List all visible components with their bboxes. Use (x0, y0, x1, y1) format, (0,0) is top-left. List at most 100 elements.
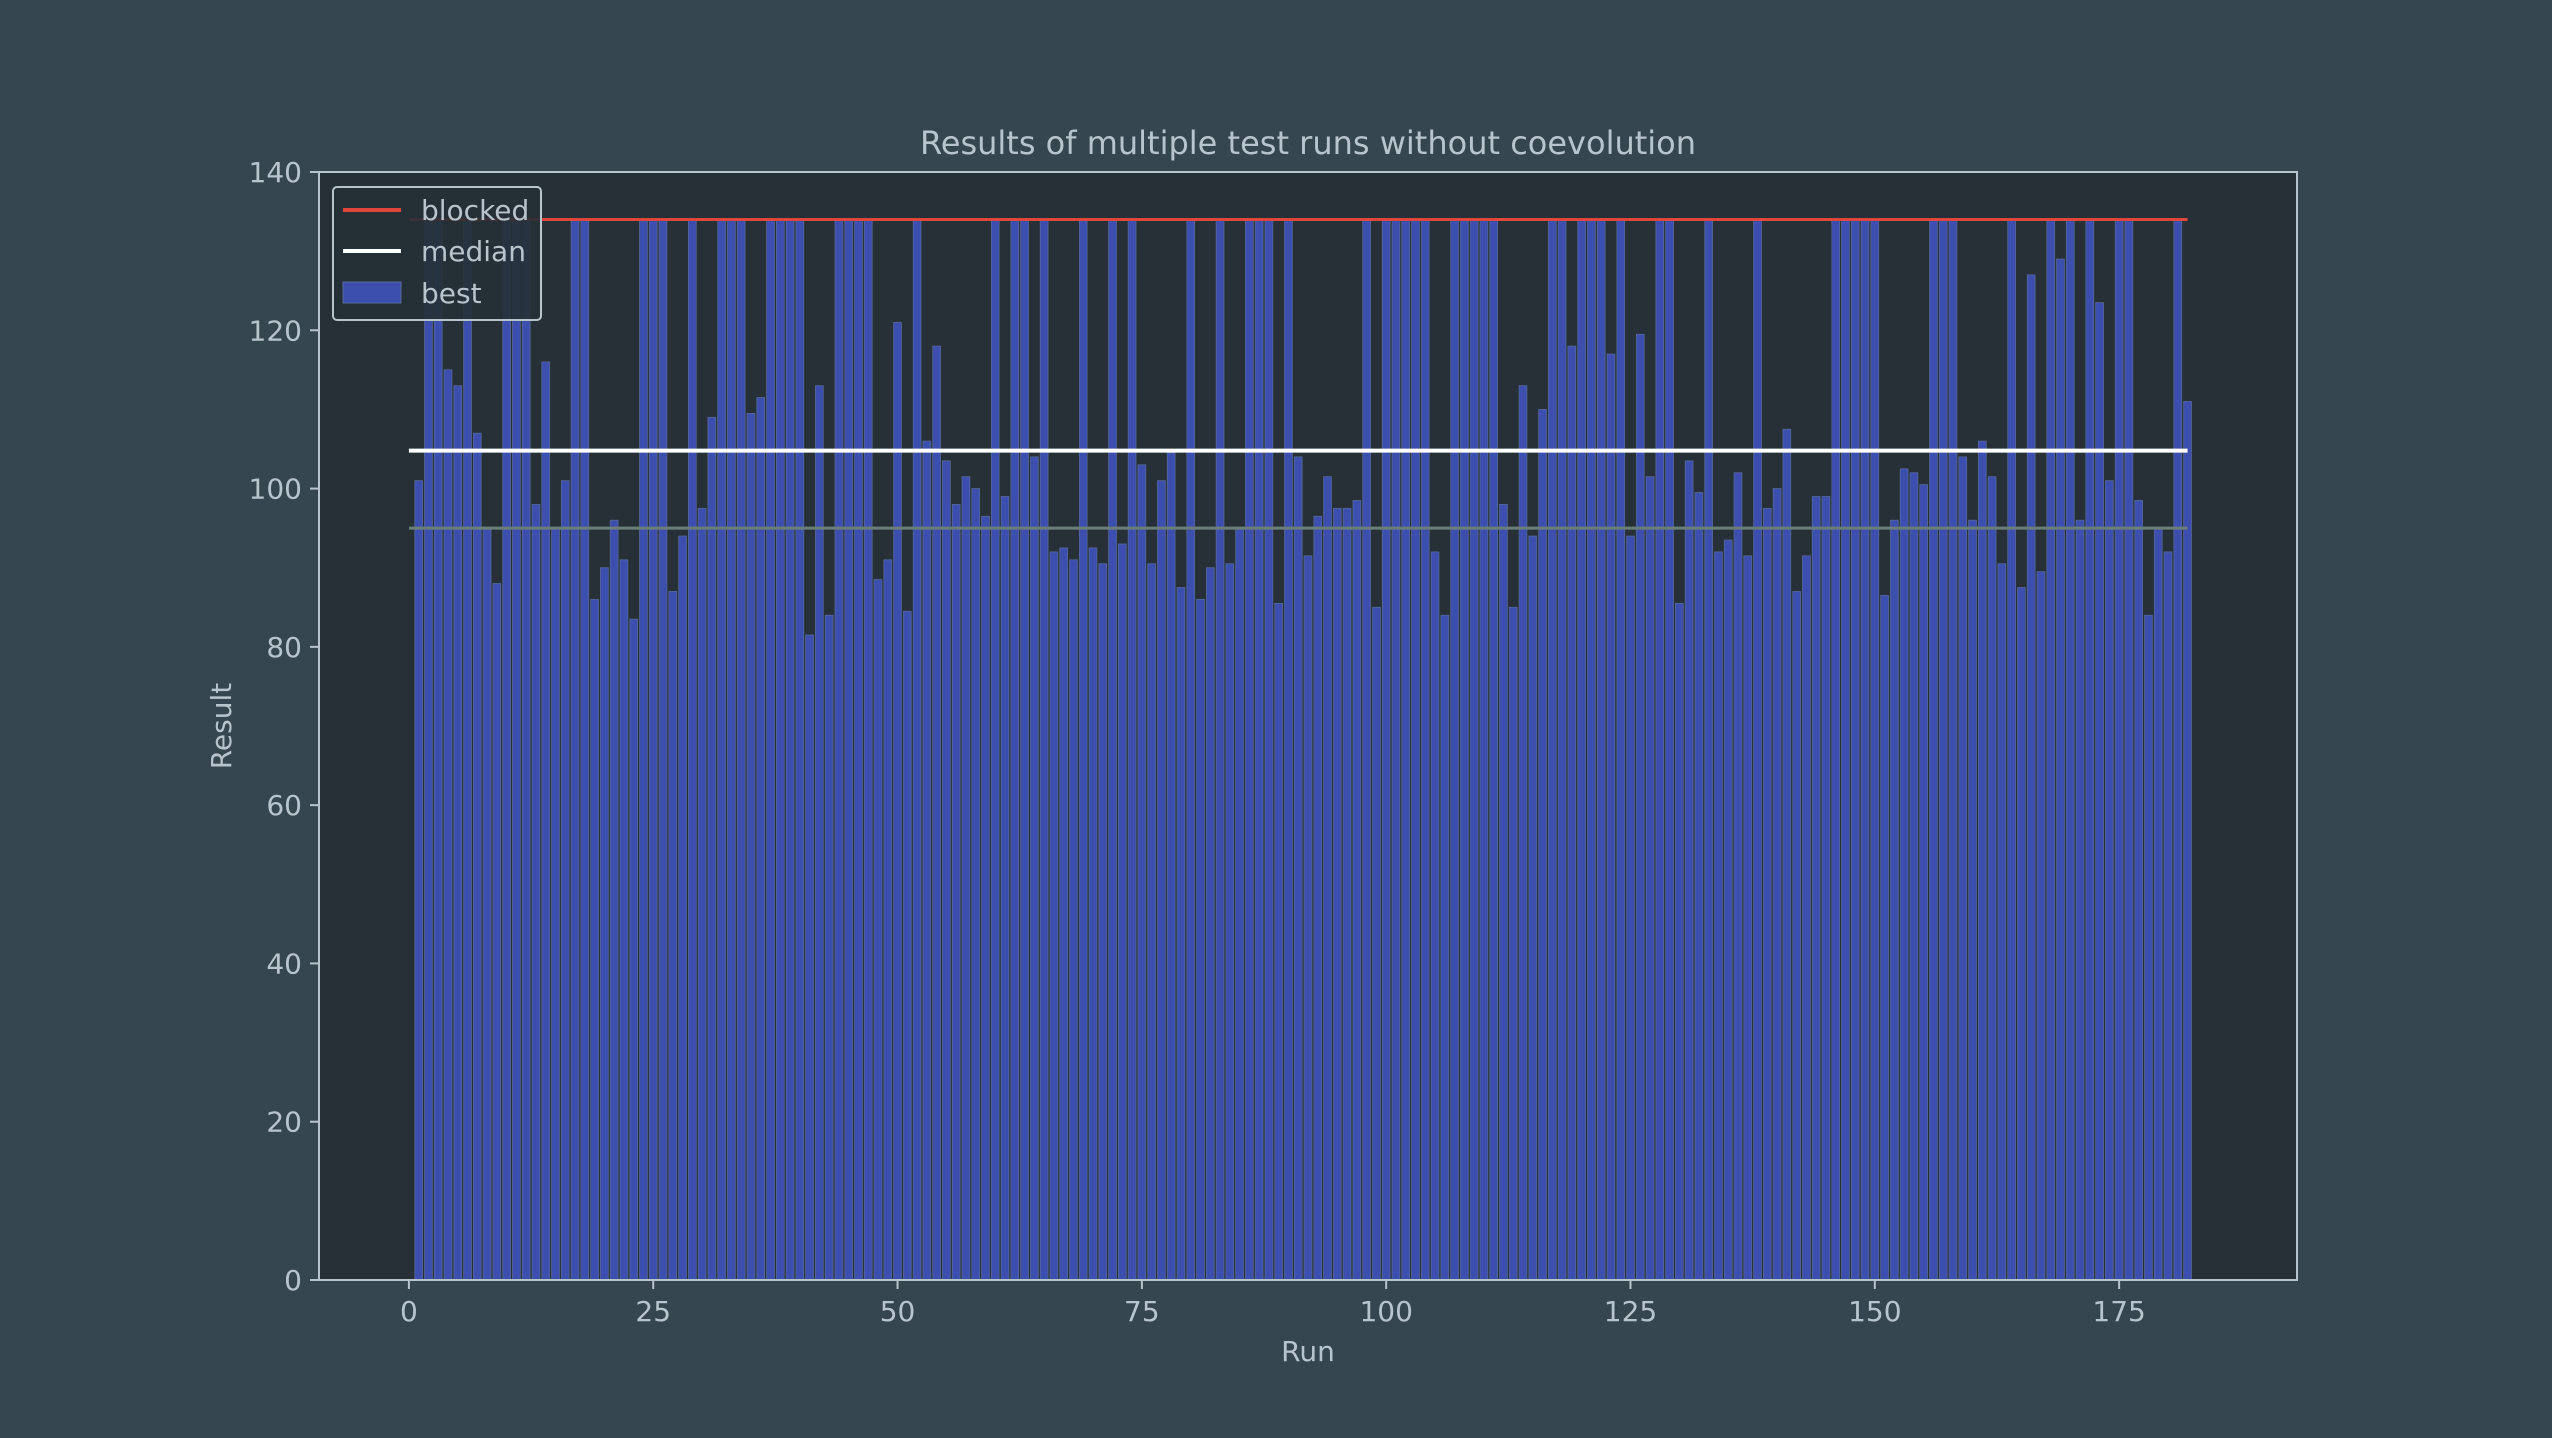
bar (1460, 219, 1469, 1281)
bar (1245, 219, 1254, 1281)
bar (766, 219, 775, 1281)
x-tick-label: 75 (1124, 1295, 1160, 1328)
bar (1176, 587, 1186, 1281)
bar (2007, 219, 2016, 1281)
bar (903, 610, 912, 1281)
bar (824, 614, 834, 1281)
bar (1723, 539, 1733, 1281)
bar (1958, 456, 1968, 1281)
bar (668, 591, 678, 1281)
x-tick-label: 150 (1848, 1295, 1901, 1328)
bar (697, 507, 707, 1281)
bar (2144, 614, 2153, 1281)
bar (2056, 258, 2065, 1281)
bar (1557, 219, 1567, 1281)
bar (1596, 219, 1606, 1281)
bar (629, 618, 638, 1281)
bar (639, 219, 648, 1281)
bar (1567, 345, 1577, 1281)
bar (1137, 464, 1147, 1281)
bar (1391, 219, 1401, 1281)
bar (1284, 219, 1293, 1281)
bar (1323, 476, 1332, 1281)
bar (1381, 219, 1391, 1281)
bar (1352, 500, 1362, 1281)
bar (2085, 219, 2095, 1281)
bar (844, 219, 853, 1281)
bar (1909, 472, 1919, 1281)
bar (433, 219, 443, 1281)
y-tick-label: 80 (266, 631, 302, 664)
bar (541, 361, 551, 1281)
bar (1997, 563, 2007, 1281)
reference-lines-group (408, 217, 2188, 530)
legend-label-median: median (421, 235, 526, 268)
bar (1684, 460, 1694, 1281)
bar (707, 416, 717, 1281)
bar (1938, 219, 1948, 1281)
bar (1899, 468, 1909, 1281)
x-tick-label: 175 (2092, 1295, 2145, 1328)
bar (1362, 219, 1371, 1281)
bar (1313, 515, 1323, 1281)
bar (1587, 219, 1596, 1281)
bar (1372, 606, 1381, 1281)
bar (531, 503, 541, 1281)
bar (1127, 219, 1137, 1281)
bar (1186, 219, 1196, 1281)
bar (414, 480, 423, 1281)
bar (1401, 219, 1411, 1281)
bar (1020, 219, 1029, 1281)
bar (2075, 519, 2085, 1281)
bar (2134, 500, 2143, 1281)
bar (1577, 219, 1586, 1281)
bar (2046, 219, 2056, 1281)
bar (873, 579, 883, 1281)
bar (1841, 219, 1850, 1281)
bar (834, 219, 844, 1281)
bar (1860, 219, 1870, 1281)
bar (600, 567, 609, 1281)
y-tick-label: 100 (249, 473, 302, 506)
bar (1518, 385, 1528, 1281)
bar (2105, 480, 2114, 1281)
bar (942, 460, 951, 1281)
bar (1264, 219, 1274, 1281)
bar (1743, 555, 1753, 1281)
bar (1655, 219, 1665, 1281)
bar (1890, 519, 1899, 1281)
bar (1205, 567, 1215, 1281)
bar (1450, 219, 1459, 1281)
bar (1108, 219, 1117, 1281)
bar (746, 412, 756, 1281)
bar (1987, 476, 1997, 1281)
bar (1225, 563, 1235, 1281)
bar (893, 321, 902, 1281)
y-tick-label: 140 (249, 156, 302, 189)
bar (1948, 219, 1958, 1281)
bar (1802, 555, 1811, 1281)
y-tick-label: 40 (266, 947, 302, 980)
bar (1733, 472, 1743, 1281)
bar (688, 219, 697, 1281)
bar (1118, 543, 1127, 1281)
bar (1811, 496, 1821, 1281)
bar (482, 527, 492, 1281)
legend-swatch-best (342, 281, 402, 304)
bar (502, 219, 511, 1281)
bar (2153, 527, 2163, 1281)
bar (863, 219, 873, 1281)
bar (1254, 219, 1264, 1281)
bar (1538, 409, 1547, 1281)
bar (1772, 488, 1782, 1281)
bar (1606, 353, 1616, 1281)
bar (512, 219, 521, 1281)
bar (1088, 547, 1098, 1281)
bar (551, 527, 560, 1281)
chart-title: Results of multiple test runs without co… (920, 124, 1696, 162)
bar (775, 219, 785, 1281)
bar (1440, 614, 1450, 1281)
bar (1479, 219, 1489, 1281)
bar (1548, 219, 1557, 1281)
